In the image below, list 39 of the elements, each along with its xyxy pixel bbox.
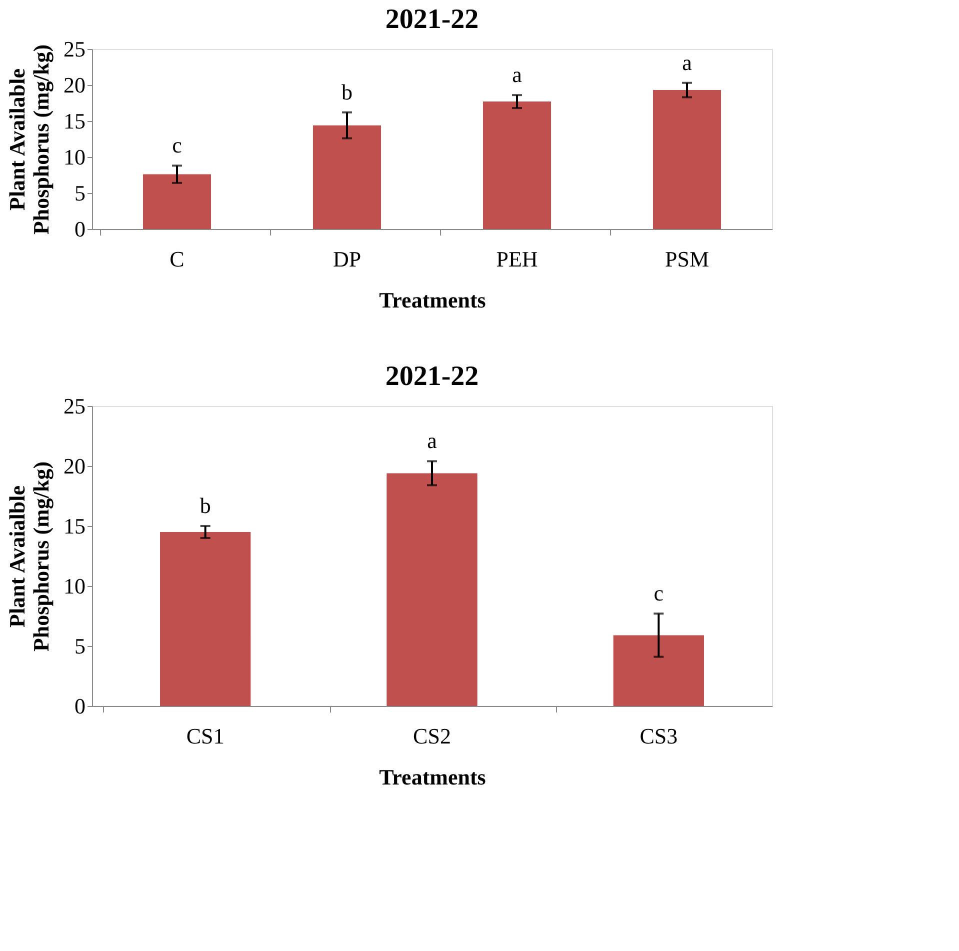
y-axis-title: Plant Avaialble Phosphorus (mg/kg) (4, 461, 54, 652)
y-tick-label: 15 (64, 108, 86, 134)
x-tick-label: CS3 (640, 724, 678, 748)
x-tick-label: PEH (496, 246, 538, 272)
bar (313, 125, 381, 229)
y-tick-label: 25 (64, 394, 86, 418)
y-tick-label: 20 (64, 72, 86, 98)
bar (653, 90, 721, 229)
x-tick-label: PSM (664, 246, 710, 272)
y-tick-label: 0 (74, 216, 86, 242)
x-axis-title: Treatments (379, 288, 486, 312)
annotation: b (200, 493, 211, 518)
y-tick-label: 5 (74, 180, 86, 206)
y-tick-label: 15 (64, 514, 86, 538)
x-axis-title: Treatments (379, 764, 486, 790)
chart-title: 2021-22 (385, 361, 479, 392)
annotation: a (512, 62, 522, 88)
bar (386, 473, 478, 706)
y-tick-label: 10 (64, 574, 86, 598)
x-tick-label: C (170, 246, 184, 272)
y-tick-label: 5 (74, 634, 86, 658)
bar (143, 174, 211, 229)
bar (613, 635, 704, 706)
annotation: c (172, 132, 182, 158)
annotation: a (427, 428, 438, 454)
annotation: c (654, 580, 664, 606)
y-axis-title: Plant Available Phosphorus (mg/kg) (4, 44, 54, 235)
y-tick-label: 10 (64, 144, 86, 170)
x-tick-label: CS1 (186, 724, 224, 748)
annotation: a (682, 50, 692, 75)
bar (483, 102, 551, 229)
annotation: b (342, 79, 352, 104)
y-tick-label: 0 (74, 694, 86, 718)
y-tick-label: 25 (64, 36, 86, 62)
y-tick-label: 20 (64, 454, 86, 478)
x-tick-label: DP (332, 246, 362, 272)
x-tick-label: CS2 (413, 724, 451, 748)
bar (160, 532, 251, 706)
chart-title: 2021-22 (385, 4, 479, 35)
